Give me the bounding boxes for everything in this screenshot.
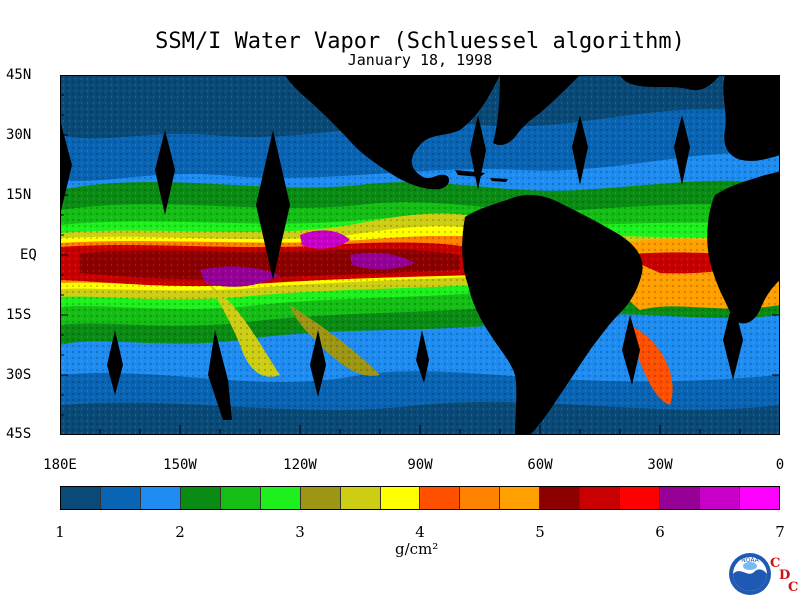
color-swatch-2: [100, 487, 141, 509]
lon-label-120w: 120W: [283, 457, 317, 473]
lat-label-45s: 45S: [6, 426, 32, 442]
color-swatch-12: [500, 487, 541, 509]
south-america-landmass: [462, 195, 643, 435]
lon-label-150w: 150W: [163, 457, 197, 473]
color-swatch-14: [580, 487, 621, 509]
color-swatch-18: [739, 487, 779, 509]
noaa-logo-icon: NOAA: [729, 553, 771, 595]
scale-tick-3: 3: [295, 523, 305, 541]
cdc-letter-d: D: [779, 568, 791, 583]
color-swatch-13: [540, 487, 581, 509]
cdc-letter-c2: C: [788, 580, 799, 595]
scale-tick-4: 4: [415, 523, 425, 541]
map-date: January 18, 1998: [347, 51, 493, 69]
svg-text:NOAA: NOAA: [741, 557, 759, 564]
color-swatch-8: [340, 487, 381, 509]
north-america-east-landmass: [493, 75, 580, 145]
lat-label-45n: 45N: [6, 67, 32, 83]
lat-label-eq: EQ: [20, 247, 37, 263]
map-title: SSM/I Water Vapor (Schluessel algorithm): [155, 29, 685, 54]
color-swatch-7: [300, 487, 341, 509]
color-swatch-9: [380, 487, 421, 509]
color-scale-bar: [60, 486, 780, 510]
color-swatch-15: [620, 487, 661, 509]
lon-label-60w: 60W: [527, 457, 553, 473]
lon-label-180e: 180E: [43, 457, 77, 473]
color-swatch-4: [180, 487, 221, 509]
color-swatch-10: [420, 487, 461, 509]
scale-tick-7: 7: [775, 523, 785, 541]
color-swatch-16: [660, 487, 700, 509]
scale-tick-1: 1: [55, 523, 65, 541]
color-swatch-5: [220, 487, 261, 509]
greenland-landmass: [620, 75, 720, 91]
color-swatch-17: [700, 487, 740, 509]
scale-unit: g/cm²: [395, 540, 439, 558]
cdc-letter-c1: C: [770, 556, 781, 571]
color-swatch-1: [61, 487, 101, 509]
lon-label-0: 0: [775, 457, 785, 473]
lat-label-30s: 30S: [6, 367, 32, 383]
lat-label-30n: 30N: [6, 127, 32, 143]
color-swatch-3: [140, 487, 181, 509]
europe-landmass: [723, 75, 780, 161]
color-swatch-11: [460, 487, 501, 509]
color-swatch-6: [260, 487, 301, 509]
scale-tick-5: 5: [535, 523, 545, 541]
north-america-landmass: [285, 75, 500, 190]
water-vapor-map: [60, 75, 780, 435]
scale-tick-6: 6: [655, 523, 665, 541]
lon-label-30w: 30W: [647, 457, 673, 473]
lon-label-90w: 90W: [407, 457, 433, 473]
scale-tick-2: 2: [175, 523, 185, 541]
lat-label-15s: 15S: [6, 307, 32, 323]
lat-label-15n: 15N: [6, 187, 32, 203]
africa-landmass: [707, 171, 780, 324]
